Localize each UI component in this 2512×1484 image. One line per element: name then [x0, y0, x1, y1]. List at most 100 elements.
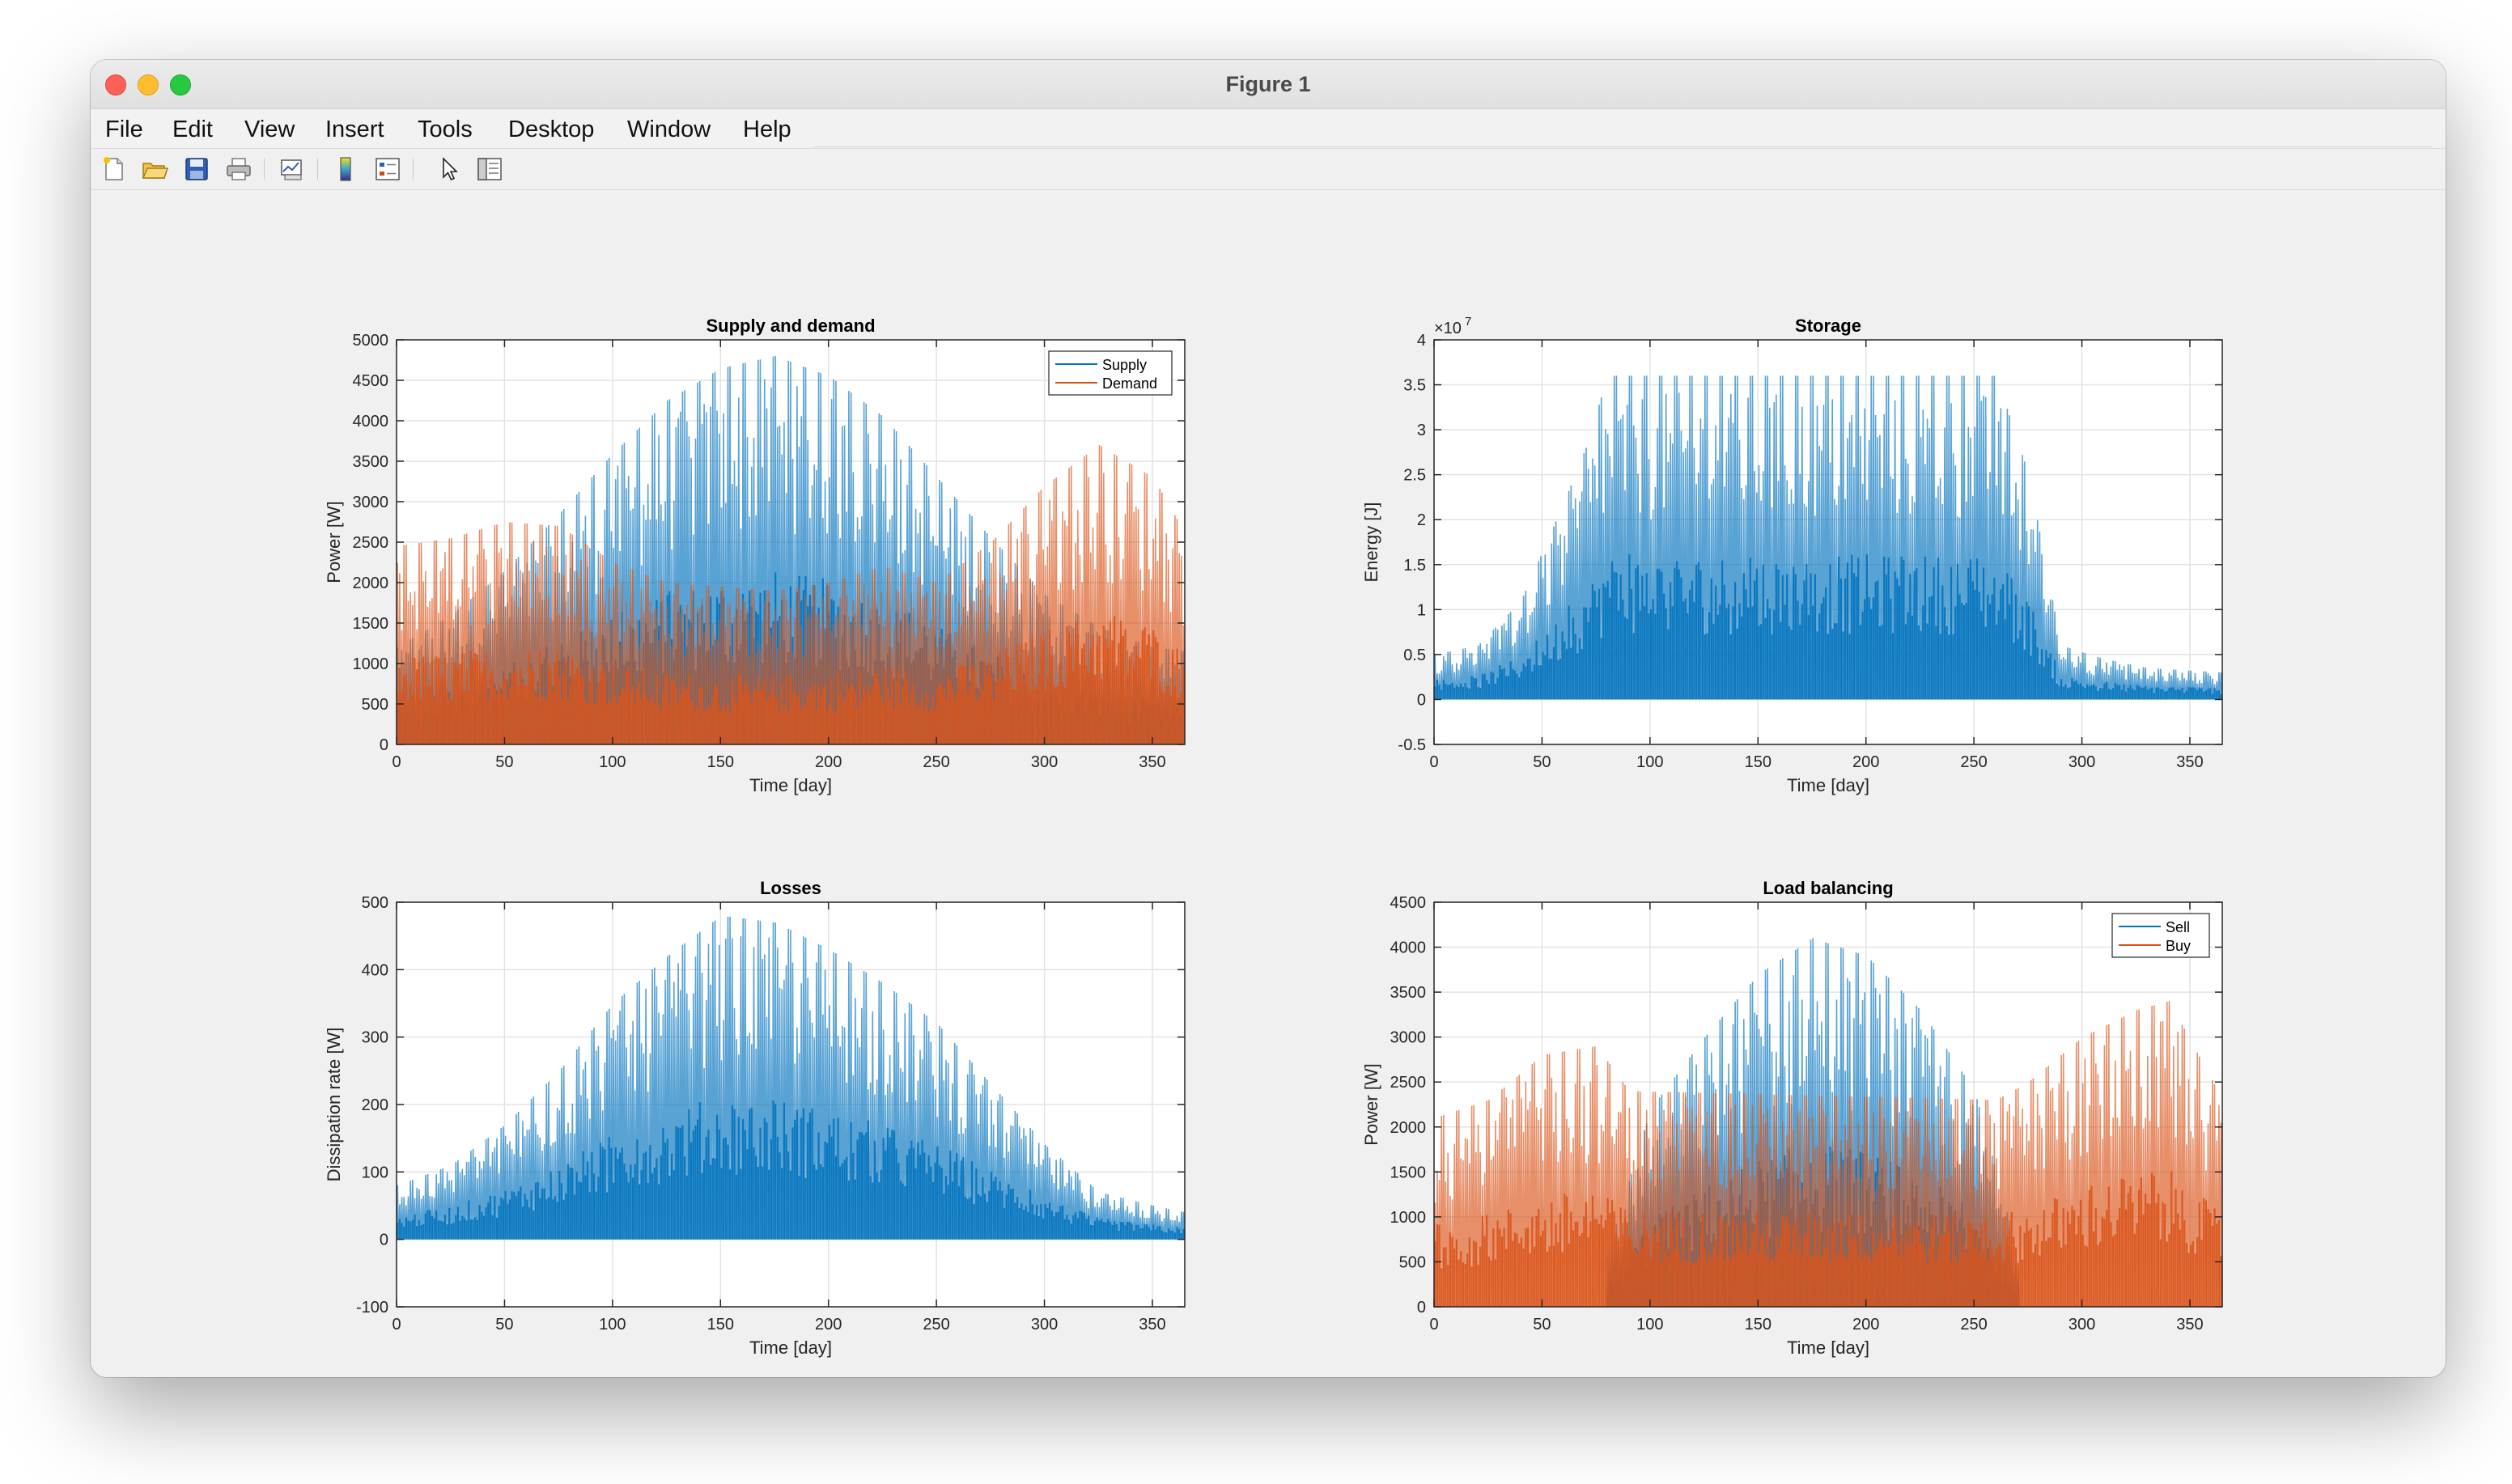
x-tick-label: 200: [1852, 753, 1879, 771]
link-plot-icon[interactable]: [278, 155, 306, 183]
y-tick-label: 1: [1417, 601, 1426, 619]
y-tick-label: 100: [362, 1164, 388, 1181]
menu-view[interactable]: View: [244, 117, 295, 142]
x-tick-label: 300: [2069, 1316, 2095, 1333]
window-title: Figure 1: [1225, 72, 1311, 96]
menu-file[interactable]: File: [105, 117, 143, 142]
y-tick-label: 2000: [1390, 1119, 1427, 1137]
y-exponent-power: 7: [1465, 315, 1471, 329]
y-tick-label: 2: [1417, 511, 1426, 529]
minimize-window-button[interactable]: [138, 74, 159, 95]
y-tick-label: 3000: [1390, 1029, 1427, 1047]
y-tick-label: 4500: [353, 372, 389, 390]
title-bar[interactable]: Figure 1: [91, 60, 2446, 109]
x-tick-label: 350: [2176, 1316, 2203, 1333]
x-tick-label: 350: [1139, 1316, 1165, 1333]
axes-box: [1433, 339, 2223, 745]
chart-title: Load balancing: [1763, 878, 1893, 898]
y-tick-label: 0: [380, 1232, 388, 1249]
y-tick-label: 3000: [353, 494, 389, 511]
y-tick-label: 3: [1417, 422, 1426, 439]
chart-title: Storage: [1795, 316, 1861, 336]
property-inspector-icon[interactable]: [476, 155, 503, 183]
y-tick-label: 3500: [1390, 984, 1427, 1002]
y-tick-label: 1500: [353, 615, 389, 633]
y-tick-label: 4500: [1390, 894, 1427, 912]
menu-edit[interactable]: Edit: [172, 117, 213, 142]
x-tick-label: 100: [599, 1316, 626, 1333]
legend-box: [1048, 350, 1173, 396]
close-window-button[interactable]: [105, 74, 126, 95]
x-tick-label: 200: [815, 753, 842, 771]
chart-title: Supply and demand: [706, 316, 875, 336]
legend[interactable]: Supply Demand: [1048, 350, 1173, 396]
legend-entry: Demand: [1102, 375, 1157, 392]
menu-window[interactable]: Window: [627, 117, 711, 142]
x-tick-label: 0: [1429, 753, 1438, 771]
save-icon[interactable]: [183, 155, 210, 183]
y-tick-label: 2000: [353, 575, 389, 592]
legend-icon[interactable]: [374, 155, 401, 183]
chart-1: 0 50 100 150 200 250 300 3500500100015002000250…: [324, 316, 1186, 795]
new-figure-icon[interactable]: [100, 155, 128, 183]
chart-2: 0 50 100 150 200 250 300 350-0.500.511.522.533.…: [1361, 315, 2223, 795]
x-tick-label: 250: [1960, 753, 1987, 771]
series-line: [1434, 1171, 2222, 1307]
menu-help[interactable]: Help: [743, 117, 791, 142]
menu-insert[interactable]: Insert: [325, 117, 384, 142]
legend-entry: Supply: [1102, 357, 1147, 373]
y-tick-label: 1000: [353, 655, 389, 673]
x-tick-label: 0: [392, 1316, 401, 1333]
menu-desktop[interactable]: Desktop: [508, 117, 595, 142]
y-axis-label: Energy [J]: [1361, 502, 1381, 582]
y-tick-label: 4000: [1390, 939, 1427, 957]
y-axis-label: Power [W]: [324, 501, 344, 583]
y-tick-label: 200: [362, 1096, 388, 1114]
colorbar-icon[interactable]: [332, 155, 359, 183]
x-tick-label: 200: [1852, 1316, 1879, 1333]
y-tick-label: 500: [1399, 1253, 1426, 1271]
menu-tools[interactable]: Tools: [418, 117, 473, 142]
y-tick-label: 500: [362, 696, 388, 714]
y-tick-label: -100: [356, 1299, 388, 1317]
print-icon[interactable]: [225, 155, 252, 183]
y-exponent-label: ×10: [1434, 320, 1462, 337]
x-tick-label: 350: [1139, 753, 1165, 771]
toolbar-divider: [413, 159, 414, 180]
y-tick-label: 3.5: [1403, 377, 1426, 395]
legend-entry: Buy: [2166, 938, 2191, 954]
figure-window: Figure 1 File Edit View Insert Tools Des…: [91, 60, 2446, 1377]
y-tick-label: 0: [380, 736, 388, 754]
y-axis-label: Power [W]: [1361, 1063, 1381, 1145]
x-tick-label: 150: [707, 1316, 734, 1333]
pointer-icon[interactable]: [435, 155, 463, 183]
y-tick-label: 5000: [353, 332, 389, 350]
series-line: [397, 1100, 1185, 1240]
plot-data: [397, 916, 1185, 1240]
open-file-icon[interactable]: [141, 155, 168, 183]
x-tick-label: 0: [1429, 1316, 1438, 1333]
menu-divider: [813, 146, 2432, 147]
y-tick-label: 300: [362, 1029, 388, 1047]
figure-plots: 0 50 100 150 200 250 300 3500500100015002000250…: [324, 315, 2223, 1358]
x-tick-label: 300: [2069, 753, 2095, 771]
y-tick-label: 500: [362, 894, 388, 912]
legend-entry: Sell: [2166, 919, 2190, 935]
figure-canvas: 0 50 100 150 200 250 300 350 0 500 1000 1500 2000 250…: [91, 190, 2446, 1377]
legend-box: [2111, 913, 2210, 958]
x-tick-label: 100: [599, 753, 626, 771]
x-tick-label: 50: [495, 753, 513, 771]
toolbar-divider: [264, 159, 265, 180]
y-tick-label: 0: [1417, 1299, 1426, 1317]
x-tick-label: 50: [495, 1316, 513, 1333]
y-tick-label: 1500: [1390, 1164, 1427, 1181]
plot-data: [1434, 938, 2222, 1307]
x-axis-label: Time [day]: [1787, 775, 1869, 795]
zoom-window-button[interactable]: [170, 74, 191, 95]
y-tick-label: 2.5: [1403, 467, 1426, 485]
chart-title: Losses: [760, 878, 821, 898]
y-tick-label: 0: [1417, 691, 1426, 709]
series-line: [1434, 553, 2222, 700]
axes-box: [1433, 901, 2223, 1308]
legend[interactable]: Sell Buy: [2111, 913, 2210, 958]
